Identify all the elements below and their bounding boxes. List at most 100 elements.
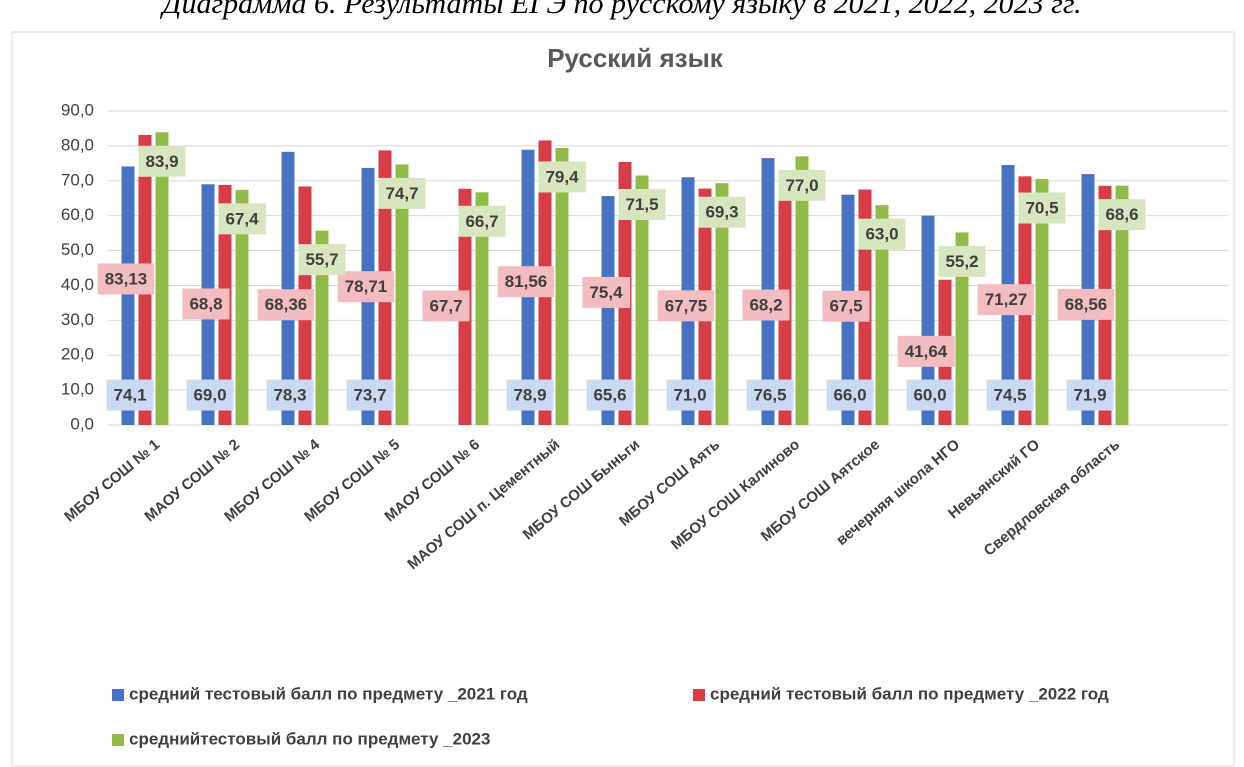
- legend-label: средний тестовый балл по предмету _2022 …: [710, 684, 1109, 703]
- legend-swatch: [693, 689, 705, 701]
- y-tick-label: 50,0: [61, 240, 94, 259]
- legend-swatch: [112, 734, 124, 746]
- data-label: 71,27: [985, 290, 1028, 309]
- data-label: 74,1: [113, 386, 146, 405]
- data-label: 68,6: [1105, 205, 1138, 224]
- data-label-box: [586, 379, 634, 411]
- data-label-box: [378, 177, 426, 209]
- data-label-box: [986, 379, 1034, 411]
- data-label: 78,71: [345, 277, 388, 296]
- data-label-box: [337, 271, 395, 303]
- legend-label: среднийтестовый балл по предмету _2023: [129, 729, 490, 748]
- data-label: 67,4: [225, 209, 259, 228]
- data-label: 63,0: [865, 225, 898, 244]
- data-label: 81,56: [505, 272, 548, 291]
- data-label-box: [666, 379, 714, 411]
- data-label-box: [742, 289, 790, 321]
- data-label-box: [897, 335, 955, 367]
- chart-title: Русский язык: [547, 43, 724, 73]
- bar: [395, 164, 409, 425]
- data-label: 74,5: [993, 386, 1026, 405]
- data-label: 77,0: [785, 176, 818, 195]
- y-tick-label: 90,0: [61, 100, 94, 119]
- data-label: 68,8: [189, 294, 222, 313]
- data-label-box: [618, 189, 666, 221]
- bar: [315, 230, 329, 425]
- data-label: 68,56: [1065, 295, 1108, 314]
- bar: [795, 156, 809, 425]
- data-label-box: [422, 290, 470, 322]
- data-label-box: [298, 244, 346, 276]
- data-label-box: [858, 218, 906, 250]
- data-label: 41,64: [905, 342, 948, 361]
- data-label: 55,7: [305, 250, 338, 269]
- data-label-box: [1018, 192, 1066, 224]
- data-label: 67,5: [829, 297, 862, 316]
- data-label-box: [698, 196, 746, 228]
- data-label-box: [938, 245, 986, 277]
- bar: [715, 183, 729, 425]
- data-label: 66,7: [465, 212, 498, 231]
- data-label: 74,7: [385, 184, 418, 203]
- data-label-box: [1066, 379, 1114, 411]
- data-label: 60,0: [913, 386, 946, 405]
- legend-label: средний тестовый балл по предмету _2021 …: [129, 684, 528, 703]
- data-label-box: [106, 379, 154, 411]
- data-label: 79,4: [545, 167, 579, 186]
- data-label: 67,7: [429, 296, 462, 315]
- data-label-box: [346, 379, 394, 411]
- data-label-box: [182, 288, 230, 320]
- bar: [601, 196, 615, 425]
- data-label: 55,2: [945, 252, 978, 271]
- legend-swatch: [112, 689, 124, 701]
- bar: [555, 147, 569, 425]
- data-label: 73,7: [353, 386, 386, 405]
- data-label: 65,6: [593, 386, 626, 405]
- data-label-box: [138, 145, 186, 177]
- data-label: 76,5: [753, 386, 786, 405]
- data-label-box: [906, 379, 954, 411]
- data-label: 83,13: [105, 269, 148, 288]
- data-label-box: [186, 379, 234, 411]
- data-label-box: [97, 263, 155, 295]
- data-label-box: [778, 169, 826, 201]
- data-label-box: [977, 284, 1035, 316]
- data-label-box: [826, 379, 874, 411]
- data-label: 66,0: [833, 386, 866, 405]
- data-label: 83,9: [145, 152, 178, 171]
- data-label: 75,4: [589, 283, 623, 302]
- data-label: 68,36: [265, 295, 308, 314]
- bar: [235, 189, 249, 425]
- y-tick-label: 80,0: [61, 135, 94, 154]
- bar: [475, 192, 489, 425]
- data-label-box: [746, 379, 794, 411]
- y-tick-label: 70,0: [61, 170, 94, 189]
- data-label: 69,0: [193, 386, 226, 405]
- y-tick-label: 10,0: [61, 380, 94, 399]
- data-label: 68,2: [749, 296, 782, 315]
- data-label: 71,5: [625, 195, 658, 214]
- data-label-box: [1057, 288, 1115, 320]
- y-tick-label: 60,0: [61, 205, 94, 224]
- data-label-box: [822, 290, 870, 322]
- data-label: 78,3: [273, 386, 306, 405]
- bar: [121, 166, 135, 425]
- data-label: 71,9: [1073, 386, 1106, 405]
- y-tick-label: 30,0: [61, 310, 94, 329]
- data-label-box: [218, 203, 267, 235]
- data-label: 78,9: [513, 386, 546, 405]
- data-label-box: [497, 266, 555, 298]
- bar: [1035, 179, 1049, 425]
- y-tick-label: 20,0: [61, 345, 94, 364]
- bar: [955, 232, 969, 425]
- y-tick-label: 0,0: [70, 414, 94, 433]
- bar: [635, 175, 649, 425]
- data-label-box: [458, 205, 506, 237]
- data-label-box: [582, 276, 631, 308]
- bar: [1115, 185, 1129, 425]
- data-label-box: [257, 289, 315, 321]
- caption: Диаграмма 6. Результаты ЕГЭ по русскому …: [159, 0, 1081, 20]
- bar: [921, 215, 935, 425]
- bar: [875, 205, 889, 425]
- data-label-box: [538, 161, 587, 193]
